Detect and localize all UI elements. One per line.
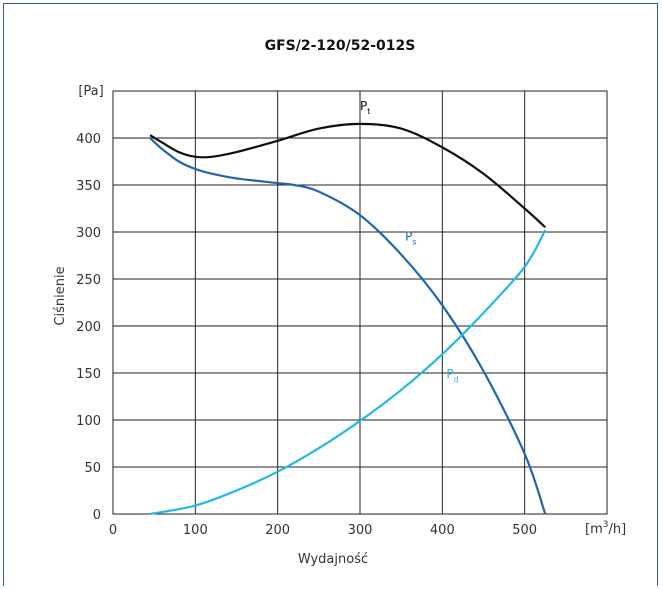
y-tick-label: 200 [76, 320, 101, 335]
x-tick-label: 500 [512, 523, 537, 538]
labels: GFS/2-120/52-012S [Pa] Wydajność Ciśnien… [53, 38, 626, 567]
y-tick-label: 100 [76, 414, 101, 429]
y-unit-label: [Pa] [78, 84, 103, 99]
series-label-Pd: Pd [446, 367, 458, 384]
series-line-Pt [149, 122, 546, 229]
x-tick-label: 0 [109, 523, 117, 538]
x-axis-label: Wydajność [298, 552, 368, 567]
series-label-Ps: Ps [405, 230, 416, 247]
series-label-sub: d [454, 375, 459, 384]
x-tick-label: 400 [430, 523, 455, 538]
y-axis-label: Ciśnienie [53, 266, 68, 325]
y-tick-label: 250 [76, 273, 101, 288]
y-tick-label: 150 [76, 367, 101, 382]
y-tick-label: 350 [76, 179, 101, 194]
x-tick-label: 100 [183, 523, 208, 538]
chart-frame [3, 3, 658, 586]
y-tick-label: 300 [76, 226, 101, 241]
chart-title: GFS/2-120/52-012S [265, 38, 416, 54]
x-tick-label: 200 [265, 523, 290, 538]
y-tick-label: 50 [84, 461, 101, 476]
y-tick-label: 400 [76, 132, 101, 147]
series-line-Ps [149, 137, 547, 515]
x-tick-label: 300 [348, 523, 373, 538]
series-label-main: P [360, 99, 367, 113]
series-label-Pt: Pt [360, 99, 370, 116]
grid: 0 100 200 300 400 500 0 50 100 150 200 250 300 350 400 [76, 90, 608, 538]
series-label-main: P [405, 230, 412, 244]
series-line-Pd [149, 229, 547, 516]
series-label-main: P [446, 367, 453, 381]
series-label-sub: s [412, 238, 416, 247]
x-unit-label: [m3/h] [585, 520, 626, 537]
y-tick-label: 0 [93, 508, 101, 523]
series-label-sub: t [367, 107, 370, 116]
